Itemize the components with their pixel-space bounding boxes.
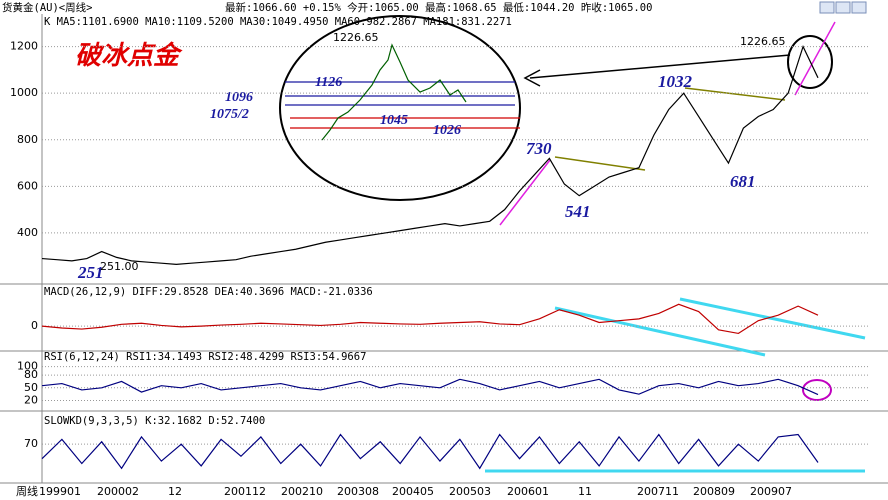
x-tick-label: 200405 — [392, 485, 434, 498]
y-tick-label: 1200 — [10, 40, 38, 53]
y-tick-label: 600 — [17, 179, 38, 192]
y-tick-label: 0 — [31, 319, 38, 332]
macd-trend — [554, 306, 766, 357]
x-tick-label: 199901 — [39, 485, 81, 498]
symbol: 货黄金(AU)<周线> — [2, 1, 92, 14]
y-tick-label: 50 — [24, 381, 38, 394]
x-tick-label: 200601 — [507, 485, 549, 498]
label: 1096 — [225, 90, 253, 105]
x-tick-label: 200308 — [337, 485, 379, 498]
series-line — [41, 433, 819, 470]
trend-arrow — [499, 159, 551, 226]
label: 1075/2 — [210, 107, 249, 122]
label: 251.00 — [100, 260, 139, 273]
y-tick-label: 800 — [17, 133, 38, 146]
x-tick-label: 200503 — [449, 485, 491, 498]
macd-trend — [679, 297, 866, 340]
x-tick-label: 200112 — [224, 485, 266, 498]
y-tick-label: 1000 — [10, 86, 38, 99]
resistance-line — [554, 156, 646, 171]
y-tick-label: 20 — [24, 394, 38, 407]
x-tick-label: 200907 — [750, 485, 792, 498]
window-buttons[interactable] — [819, 1, 867, 14]
x-tick-label: 11 — [578, 485, 592, 498]
x-tick-label: 200711 — [637, 485, 679, 498]
y-tick-label: 70 — [24, 437, 38, 450]
label: 1026 — [433, 123, 461, 138]
button[interactable] — [851, 1, 867, 14]
rsi-circle — [802, 379, 832, 401]
label: 541 — [565, 202, 591, 221]
zoom-circle — [279, 15, 521, 201]
panel-title: RSI(6,12,24) RSI1:34.1493 RSI2:48.4299 R… — [44, 351, 366, 363]
label: 681 — [730, 172, 756, 191]
x-tick-label: 200809 — [693, 485, 735, 498]
y-tick-label: 80 — [24, 368, 38, 381]
x-axis-name: 周线 — [16, 484, 38, 498]
peak-circle — [787, 35, 833, 89]
label: 1126 — [315, 75, 342, 90]
label: 730 — [526, 139, 552, 158]
series-line — [41, 303, 819, 335]
y-tick-label: 100 — [17, 360, 38, 373]
label: 1226.65 — [740, 35, 786, 48]
trend-arrow — [794, 21, 836, 96]
series-line — [41, 44, 819, 265]
button[interactable] — [819, 1, 835, 14]
label: 1045 — [380, 113, 408, 128]
resistance-line — [684, 87, 786, 101]
zoom-lines — [285, 43, 520, 141]
x-tick-label: 200210 — [281, 485, 323, 498]
panel-title: SLOWKD(9,3,3,5) K:32.1682 D:52.7400 — [44, 415, 265, 427]
label: 1226.65 — [333, 31, 379, 44]
y-tick-label: 400 — [17, 226, 38, 239]
label: 1032 — [658, 72, 693, 91]
arrow — [529, 54, 791, 79]
series-line — [41, 378, 819, 396]
title: 破冰点金 — [75, 41, 183, 71]
quote: 最新:1066.60 +0.15% 今开:1065.00 最高:1068.65 … — [225, 1, 652, 14]
x-tick-label: 12 — [168, 485, 182, 498]
panel-title: MACD(26,12,9) DIFF:29.8528 DEA:40.3696 M… — [44, 286, 373, 298]
button[interactable] — [835, 1, 851, 14]
label: 251 — [77, 263, 104, 282]
arrow-head — [523, 69, 541, 87]
ma-line: K MA5:1101.6900 MA10:1109.5200 MA30:1049… — [44, 16, 512, 28]
x-tick-label: 200002 — [97, 485, 139, 498]
